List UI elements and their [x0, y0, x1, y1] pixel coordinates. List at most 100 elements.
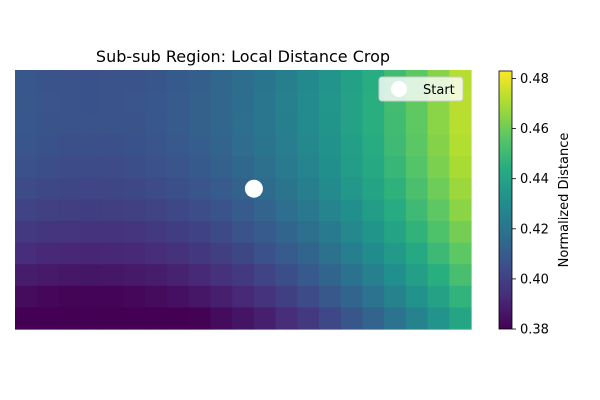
start-marker [244, 179, 263, 198]
heatmap-cell [167, 70, 190, 93]
heatmap-cell [58, 177, 81, 201]
heatmap-cell [145, 134, 168, 157]
heatmap-cell [384, 156, 407, 179]
heatmap-cell [167, 264, 190, 287]
heatmap-cell [340, 221, 364, 244]
heatmap-cell [253, 134, 277, 157]
heatmap-cell [362, 156, 385, 179]
heatmap-cell [15, 242, 38, 265]
heatmap-cell [80, 199, 103, 222]
heatmap-cell [101, 134, 125, 157]
heatmap-cell [362, 242, 385, 265]
heatmap-cell [210, 113, 233, 136]
heatmap-cell [188, 242, 212, 265]
legend-label: Start [423, 83, 455, 98]
heatmap-cell [167, 307, 190, 330]
heatmap-cell [188, 70, 212, 93]
heatmap-cell [123, 242, 146, 265]
heatmap-cell [297, 242, 320, 265]
heatmap-cell [427, 177, 450, 201]
heatmap-cell [123, 177, 146, 201]
heatmap-cell [123, 199, 146, 222]
heatmap-cell [253, 156, 277, 179]
heatmap-cell [188, 156, 212, 179]
heatmap-cell [58, 156, 81, 179]
heatmap-cell [319, 91, 342, 114]
heatmap-cell [427, 221, 450, 244]
colorbar-gradient [498, 70, 513, 330]
heatmap-cell [253, 70, 277, 93]
colorbar-tick-label: 0.38 [520, 323, 549, 338]
heatmap-cell [36, 91, 60, 114]
heatmap-cell [340, 156, 364, 179]
heatmap-cell [232, 113, 255, 136]
heatmap-cell [36, 134, 60, 157]
heatmap-cell [275, 156, 298, 179]
heatmap-cell [80, 91, 103, 114]
heatmap-cell [319, 134, 342, 157]
start-marker-layer [244, 179, 263, 198]
heatmap-cell [340, 91, 364, 114]
heatmap-cell [297, 177, 320, 201]
heatmap-cell [275, 177, 298, 201]
heatmap-cell [275, 199, 298, 222]
heatmap-cell [101, 113, 125, 136]
heatmap-cell [36, 70, 60, 93]
colorbar-tick-label: 0.44 [520, 172, 549, 187]
heatmap-cell [405, 307, 429, 330]
heatmap-cell [145, 91, 168, 114]
heatmap-cell [297, 156, 320, 179]
heatmap-cell [319, 177, 342, 201]
heatmap-cell [319, 307, 342, 330]
heatmap-cell [405, 199, 429, 222]
heatmap-cell [145, 113, 168, 136]
heatmap-cell [210, 221, 233, 244]
heatmap-cell [167, 177, 190, 201]
heatmap-cell [232, 199, 255, 222]
heatmap-cell [275, 285, 298, 309]
colorbar-tick-label: 0.48 [520, 72, 549, 87]
heatmap-cell [384, 177, 407, 201]
heatmap-cell [297, 70, 320, 93]
heatmap-cell [210, 307, 233, 330]
heatmap-cell [275, 307, 298, 330]
heatmap-cell [297, 91, 320, 114]
heatmap-cell [449, 307, 472, 330]
heatmap-cell [384, 285, 407, 309]
heatmap-cell [275, 221, 298, 244]
heatmap-cell [188, 199, 212, 222]
heatmap-cell [449, 285, 472, 309]
heatmap-cell [362, 285, 385, 309]
heatmap-cell [319, 70, 342, 93]
heatmap-cell [297, 134, 320, 157]
heatmap-cell [253, 285, 277, 309]
heatmap-cell [319, 199, 342, 222]
heatmap-cell [405, 177, 429, 201]
heatmap-cell [449, 199, 472, 222]
heatmap-cell [101, 285, 125, 309]
heatmap-cell [340, 264, 364, 287]
heatmap-cell [340, 199, 364, 222]
heatmap-cell [167, 113, 190, 136]
heatmap-cell [101, 70, 125, 93]
heatmap-cell [145, 199, 168, 222]
heatmap-cell [362, 113, 385, 136]
heatmap-cell [210, 199, 233, 222]
heatmap-cell [58, 113, 81, 136]
heatmap-cell [362, 134, 385, 157]
heatmap-cell [319, 221, 342, 244]
colorbar-tick-label: 0.40 [520, 272, 549, 287]
heatmap-cell [210, 285, 233, 309]
heatmap-cell [58, 91, 81, 114]
heatmap-cell [449, 221, 472, 244]
heatmap-cell [449, 113, 472, 136]
heatmap-cell [210, 264, 233, 287]
heatmap-cell [210, 242, 233, 265]
heatmap-cell [167, 156, 190, 179]
heatmap-cell [319, 285, 342, 309]
heatmap-cell [80, 156, 103, 179]
heatmap-cell [253, 91, 277, 114]
heatmap-cell [405, 242, 429, 265]
heatmap-cell [145, 285, 168, 309]
